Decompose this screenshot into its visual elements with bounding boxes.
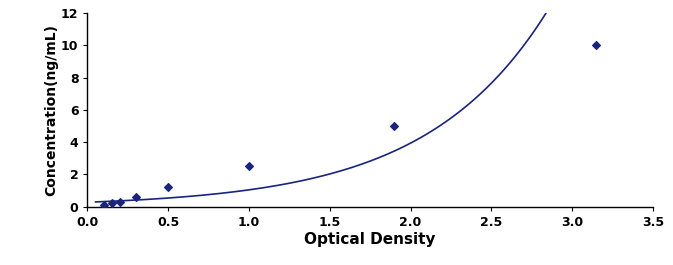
Y-axis label: Concentration(ng/mL): Concentration(ng/mL) (44, 24, 58, 196)
X-axis label: Optical Density: Optical Density (304, 232, 436, 246)
